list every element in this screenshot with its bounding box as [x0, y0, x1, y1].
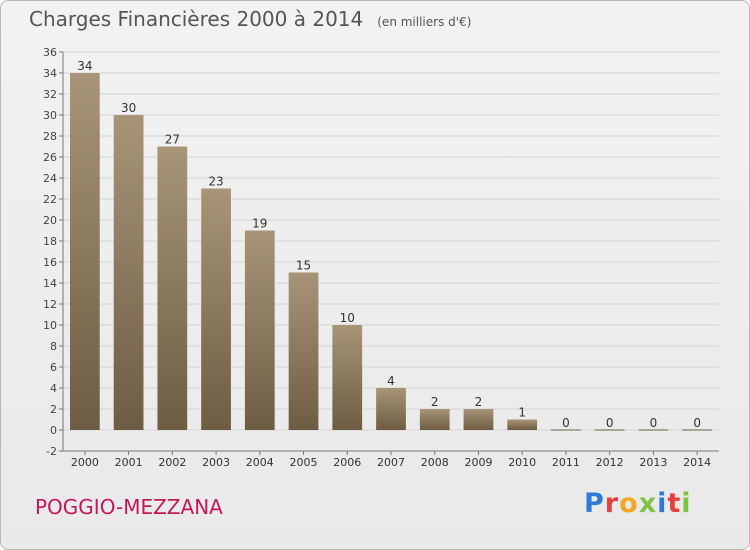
y-tick-label: 16 [43, 256, 57, 269]
x-tick-label-2004: 2004 [246, 456, 274, 469]
data-label-2014: 0 [693, 416, 701, 430]
bar-2003 [201, 188, 231, 430]
y-tick-label: 32 [43, 88, 57, 101]
x-tick-label-2010: 2010 [508, 456, 536, 469]
data-label-2011: 0 [562, 416, 570, 430]
x-tick-label-2000: 2000 [71, 456, 99, 469]
bar-2001 [113, 115, 144, 430]
y-tick-label: -2 [46, 445, 57, 458]
y-tick-label: 22 [43, 193, 57, 206]
logo-letter: t [667, 488, 682, 519]
y-tick-label: 24 [43, 172, 57, 185]
y-tick-label: 10 [43, 319, 57, 332]
bar-2010 [507, 419, 538, 430]
commune-name: POGGIO-MEZZANA [35, 495, 223, 519]
y-tick-label: 8 [50, 340, 57, 353]
title-text: Charges Financières 2000 à 2014 [29, 7, 364, 31]
data-label-2012: 0 [606, 416, 614, 430]
x-tick-label-2007: 2007 [377, 456, 405, 469]
logo-letter: i [681, 488, 692, 519]
x-tick-label-2012: 2012 [596, 456, 624, 469]
proxiti-logo: Proxiti [584, 488, 692, 519]
logo-letter: o [619, 488, 639, 519]
x-tick-label-2013: 2013 [639, 456, 667, 469]
y-tick-label: 26 [43, 151, 57, 164]
bar-2006 [332, 325, 363, 430]
x-tick-label-2005: 2005 [290, 456, 318, 469]
logo-letter: P [584, 488, 605, 519]
x-tick-label-2009: 2009 [464, 456, 492, 469]
y-tick-label: 14 [43, 277, 57, 290]
x-tick-label-2002: 2002 [158, 456, 186, 469]
y-tick-label: 4 [50, 382, 57, 395]
data-label-2002: 27 [165, 133, 180, 147]
bar-2009 [463, 409, 494, 430]
y-tick-label: 28 [43, 130, 57, 143]
bar-2004 [244, 230, 275, 430]
y-tick-label: 30 [43, 109, 57, 122]
data-label-2008: 2 [431, 395, 439, 409]
y-tick-label: 34 [43, 67, 57, 80]
bar-2008 [419, 409, 450, 430]
x-tick-label-2008: 2008 [421, 456, 449, 469]
data-label-2010: 1 [518, 406, 526, 420]
data-label-2003: 23 [208, 175, 223, 189]
x-tick-label-2001: 2001 [115, 456, 143, 469]
chart-subtitle: (en milliers d'€) [377, 15, 472, 29]
x-tick-label-2003: 2003 [202, 456, 230, 469]
data-label-2005: 15 [296, 259, 311, 273]
data-label-2006: 10 [340, 311, 355, 325]
x-tick-label-2006: 2006 [333, 456, 361, 469]
y-tick-label: 12 [43, 298, 57, 311]
data-label-2000: 34 [77, 59, 92, 73]
x-tick-label-2011: 2011 [552, 456, 580, 469]
data-label-2004: 19 [252, 217, 267, 231]
logo-letter: i [657, 488, 668, 519]
bar-2002 [157, 146, 188, 430]
data-label-2001: 30 [121, 101, 136, 115]
chart-title: Charges Financières 2000 à 2014 (en milli… [29, 7, 471, 31]
y-tick-label: 18 [43, 235, 57, 248]
bar-2000 [69, 73, 100, 430]
y-tick-label: 2 [50, 403, 57, 416]
y-tick-label: 0 [50, 424, 57, 437]
logo-letter: x [638, 488, 658, 519]
logo-letter: r [604, 488, 620, 519]
y-tick-label: 36 [43, 46, 57, 59]
data-label-2013: 0 [650, 416, 658, 430]
y-tick-label: 20 [43, 214, 57, 227]
data-label-2007: 4 [387, 374, 395, 388]
y-tick-label: 6 [50, 361, 57, 374]
x-tick-label-2014: 2014 [683, 456, 711, 469]
bar-2005 [288, 272, 319, 430]
bar-2007 [376, 388, 406, 430]
data-label-2009: 2 [475, 395, 483, 409]
